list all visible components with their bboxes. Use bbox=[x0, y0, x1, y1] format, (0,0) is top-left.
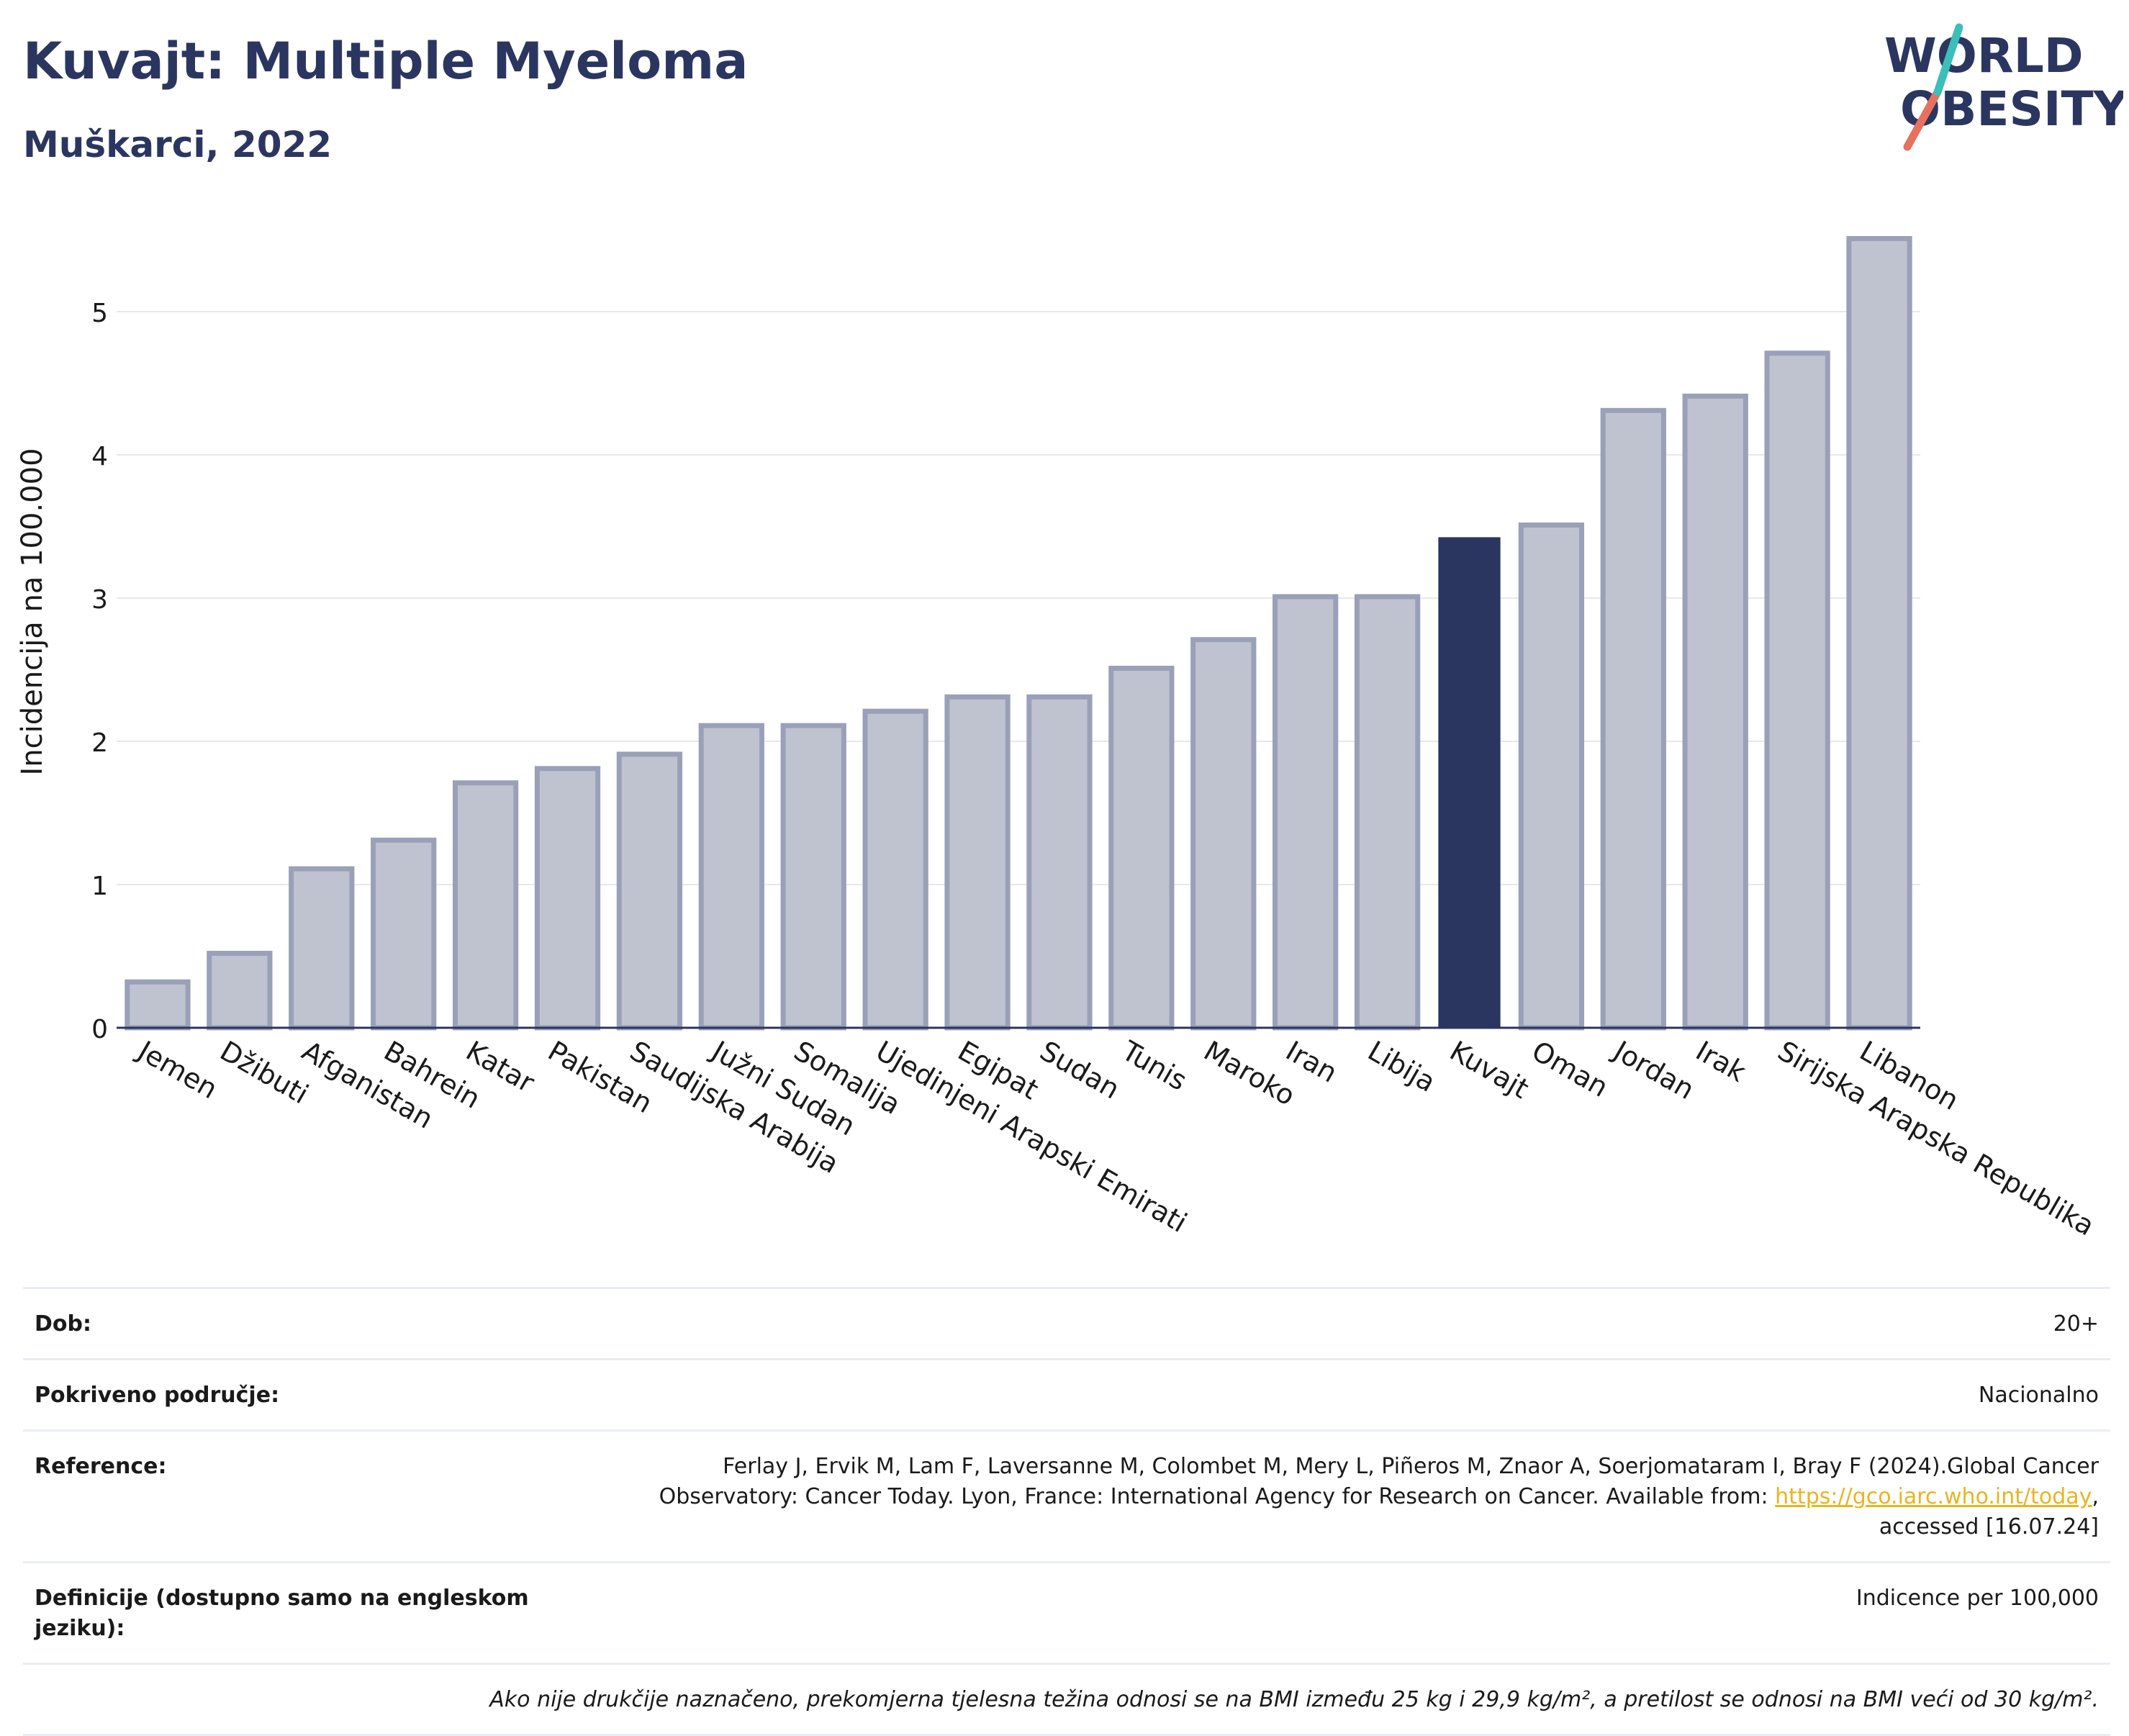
x-tick-label: Sirijska Arapska Republika bbox=[1773, 1035, 2100, 1242]
reference-text-2: Observatory: Cancer Today. Lyon, France:… bbox=[659, 1484, 1776, 1509]
x-tick-label: Sudan bbox=[1034, 1035, 1125, 1106]
bar-bahrein bbox=[371, 837, 437, 1031]
reference-text-3: accessed [16.07.24] bbox=[1879, 1514, 2099, 1540]
bars-layer bbox=[125, 236, 1912, 1031]
info-table: Dob: 20+ Pokriveno područje: Nacionalno … bbox=[23, 1287, 2110, 1736]
bar-sudan bbox=[1026, 694, 1093, 1031]
y-axis-label: Incidencija na 100.000 bbox=[16, 448, 49, 775]
logo-slash-coral bbox=[1903, 88, 1942, 151]
reference-value: Ferlay J, Ervik M, Lam F, Laversanne M, … bbox=[659, 1454, 2099, 1540]
info-row-note: Ako nije drukčije naznačeno, prekomjerna… bbox=[23, 1663, 2110, 1736]
bar-sirijska-arapska-republika bbox=[1764, 351, 1830, 1031]
logo-line2: OBESITY bbox=[1900, 81, 2123, 137]
y-tick-label: 5 bbox=[91, 299, 108, 328]
age-value: 20+ bbox=[2053, 1311, 2099, 1337]
obesity-note: Ako nije drukčije naznačeno, prekomjerna… bbox=[489, 1687, 2099, 1712]
page-subtitle: Muškarci, 2022 bbox=[23, 124, 333, 166]
x-tick-label: Tunis bbox=[1116, 1034, 1192, 1097]
x-tick-label: Maroko bbox=[1198, 1035, 1301, 1112]
reference-label: Reference: bbox=[35, 1454, 167, 1479]
bar-irak bbox=[1682, 393, 1748, 1031]
x-tick-label: Jordan bbox=[1607, 1034, 1699, 1106]
bar-egipat bbox=[944, 694, 1011, 1031]
definitions-value: Indicence per 100,000 bbox=[1855, 1586, 2099, 1611]
y-tick-label: 2 bbox=[91, 728, 108, 758]
x-tick-label: Kuvajt bbox=[1445, 1035, 1534, 1105]
bar-maroko bbox=[1190, 637, 1257, 1031]
x-tick-label: Jemen bbox=[132, 1034, 223, 1106]
x-tick-label: Oman bbox=[1527, 1035, 1614, 1103]
bar-džibuti bbox=[207, 951, 273, 1031]
coverage-label: Pokriveno područje: bbox=[35, 1383, 280, 1408]
bar-afganistan bbox=[289, 866, 355, 1031]
page-title: Kuvajt: Multiple Myeloma bbox=[23, 32, 749, 91]
y-tick-labels: 0 1 2 3 4 5 bbox=[91, 299, 108, 1044]
bar-somalija bbox=[780, 723, 846, 1031]
x-tick-label: Džibuti bbox=[214, 1035, 314, 1111]
reference-text-1: Ferlay J, Ervik M, Lam F, Laversanne M, … bbox=[723, 1454, 2099, 1479]
info-row-coverage: Pokriveno područje: Nacionalno bbox=[23, 1358, 2110, 1429]
info-row-reference: Reference: Ferlay J, Ervik M, Lam F, Lav… bbox=[23, 1429, 2110, 1561]
bar-libija bbox=[1354, 594, 1421, 1031]
x-tick-label: Irak bbox=[1691, 1035, 1751, 1088]
bar-katar bbox=[452, 780, 519, 1031]
bar-chart: 0 1 2 3 4 5 JemenDžibutiAfganistanBahreinKata… bbox=[16, 236, 2100, 1242]
bar-libanon bbox=[1846, 236, 1912, 1031]
info-row-definitions: Definicije (dostupno samo na engleskom j… bbox=[23, 1561, 2110, 1663]
y-tick-label: 4 bbox=[91, 442, 108, 471]
x-tick-label: Libija bbox=[1362, 1035, 1441, 1098]
reference-link[interactable]: https://gco.iarc.who.int/today bbox=[1775, 1484, 2092, 1509]
info-row-age: Dob: 20+ bbox=[23, 1287, 2110, 1358]
world-obesity-logo: WORLD OBESITY bbox=[1884, 23, 2123, 151]
bar-iran bbox=[1273, 594, 1339, 1031]
logo-slash-teal bbox=[1933, 23, 1963, 96]
bar-ujedinjeni-arapski-emirati bbox=[862, 708, 928, 1031]
y-tick-label: 0 bbox=[91, 1015, 108, 1044]
bar-jordan bbox=[1600, 407, 1666, 1031]
bar-saudijska-arabija bbox=[616, 751, 683, 1031]
bar-tunis bbox=[1108, 666, 1175, 1031]
bar-pakistan bbox=[534, 766, 601, 1031]
bar-jemen bbox=[125, 979, 191, 1031]
definitions-label: Definicije (dostupno samo na engleskom j… bbox=[35, 1586, 529, 1641]
bar-južni-sudan bbox=[698, 723, 764, 1031]
bar-kuvajt bbox=[1438, 537, 1501, 1029]
age-label: Dob: bbox=[35, 1311, 91, 1337]
coverage-value: Nacionalno bbox=[1978, 1383, 2099, 1408]
y-tick-label: 1 bbox=[91, 872, 108, 901]
bar-oman bbox=[1518, 523, 1585, 1031]
logo-line1: WORLD bbox=[1884, 28, 2084, 83]
y-tick-label: 3 bbox=[91, 585, 108, 615]
